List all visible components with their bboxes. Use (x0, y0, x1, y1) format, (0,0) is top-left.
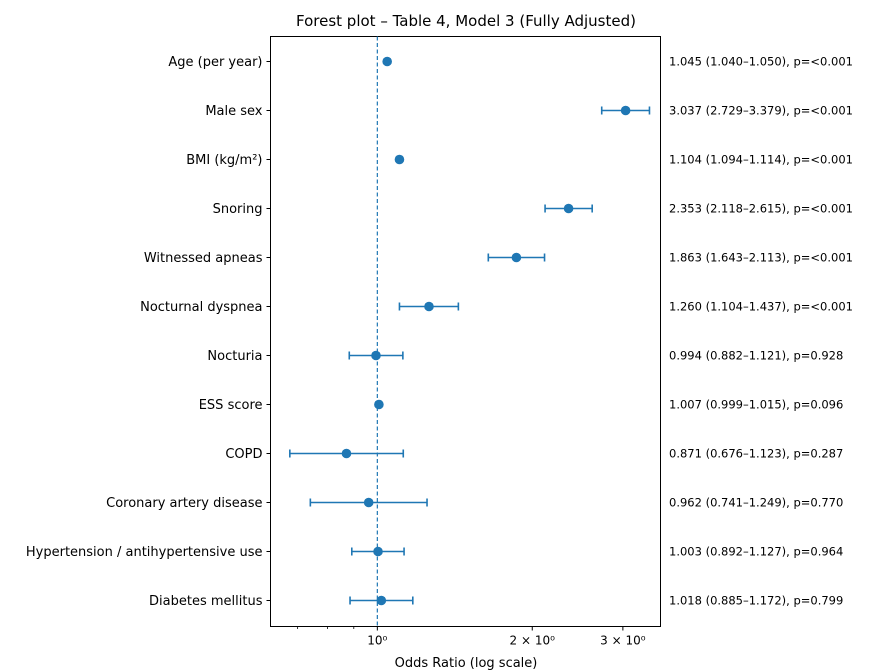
row-label: Witnessed apneas (144, 251, 263, 266)
row-annotation: 1.007 (0.999–1.015), p=0.096 (669, 398, 843, 412)
point-estimate (620, 105, 631, 116)
row-label: Male sex (205, 104, 262, 119)
row-label: ESS score (199, 398, 263, 413)
row-label: Hypertension / antihypertensive use (26, 545, 263, 560)
row-label: Coronary artery disease (106, 496, 262, 511)
row-annotation: 3.037 (2.729–3.379), p=<0.001 (669, 104, 853, 118)
row-annotation: 0.962 (0.741–1.249), p=0.770 (669, 496, 843, 510)
x-tick-label: 10⁰ (367, 634, 387, 648)
x-axis-label: Odds Ratio (log scale) (395, 656, 538, 670)
row-label: COPD (225, 447, 262, 462)
plot-area-frame (270, 36, 661, 627)
row-annotation: 1.018 (0.885–1.172), p=0.799 (669, 594, 843, 608)
row-label: BMI (kg/m²) (186, 153, 262, 168)
point-estimate (373, 546, 383, 557)
row-annotation: 2.353 (2.118–2.615), p=<0.001 (669, 202, 853, 216)
point-estimate (341, 448, 352, 459)
row-annotation: 1.863 (1.643–2.113), p=<0.001 (669, 251, 853, 265)
row-annotation: 1.104 (1.094–1.114), p=<0.001 (669, 153, 853, 167)
point-estimate (511, 252, 522, 263)
point-estimate (394, 154, 405, 165)
row-label: Nocturnal dyspnea (140, 300, 262, 315)
point-estimate (371, 350, 381, 361)
x-tick-label: 3 × 10⁰ (600, 634, 646, 648)
point-estimate (374, 399, 384, 410)
point-estimate (563, 203, 574, 214)
row-annotation: 0.994 (0.882–1.121), p=0.928 (669, 349, 843, 363)
x-tick-label: 2 × 10⁰ (510, 634, 556, 648)
row-annotation: 1.003 (0.892–1.127), p=0.964 (669, 545, 843, 559)
point-estimate (363, 497, 374, 508)
row-annotation: 1.260 (1.104–1.437), p=<0.001 (669, 300, 853, 314)
row-annotation: 0.871 (0.676–1.123), p=0.287 (669, 447, 843, 461)
point-estimate (376, 595, 387, 606)
row-label: Nocturia (207, 349, 262, 364)
row-label: Snoring (213, 202, 263, 217)
row-annotation: 1.045 (1.040–1.050), p=<0.001 (669, 55, 853, 69)
row-label: Age (per year) (168, 55, 262, 70)
point-estimate (424, 301, 434, 312)
point-estimate (382, 56, 392, 67)
chart-title: Forest plot – Table 4, Model 3 (Fully Ad… (296, 12, 636, 30)
row-label: Diabetes mellitus (149, 594, 263, 609)
